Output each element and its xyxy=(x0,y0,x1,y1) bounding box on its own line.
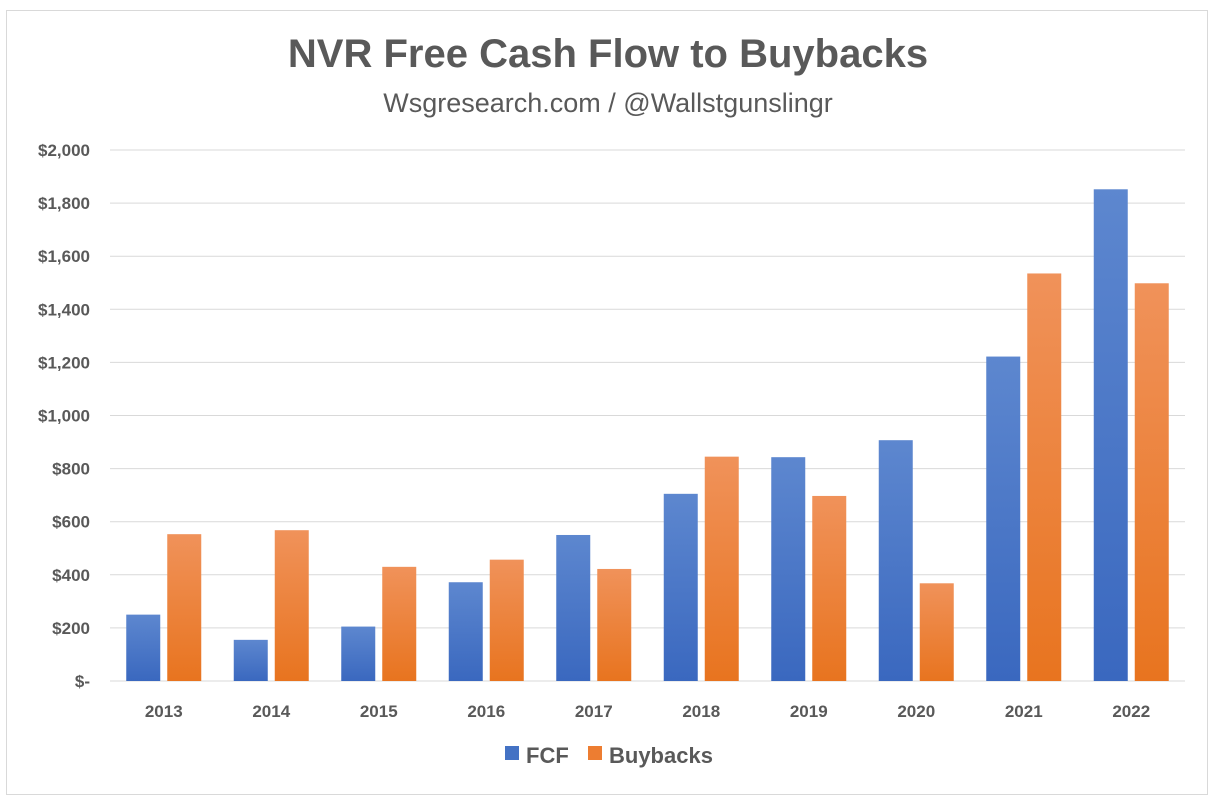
legend-swatch-buybacks xyxy=(588,746,602,760)
y-tick-label: $1,600 xyxy=(38,247,90,266)
y-tick-label: $- xyxy=(75,672,90,691)
bar-fcf-2013 xyxy=(126,614,161,681)
y-axis: $- $200 $400 $600 $800 $1,000 $1,200 $1,400 $1,6… xyxy=(38,141,90,691)
chart-title: NVR Free Cash Flow to Buybacks xyxy=(287,32,929,76)
legend-label-buybacks: Buybacks xyxy=(609,743,713,768)
x-axis: 2013 2014 2015 2016 2017 2018 2019 2020 2021 2022 xyxy=(145,702,1150,721)
bar-buybacks-2014 xyxy=(274,530,309,681)
bar-fcf-2021 xyxy=(986,356,1021,681)
x-tick-label: 2015 xyxy=(360,702,398,721)
x-tick-label: 2020 xyxy=(897,702,935,721)
bar-fcf-2015 xyxy=(341,626,376,681)
bar-buybacks-2017 xyxy=(597,568,632,681)
x-tick-label: 2019 xyxy=(790,702,828,721)
y-tick-label: $2,000 xyxy=(38,141,90,160)
bars xyxy=(126,189,1169,681)
legend: FCF Buybacks xyxy=(505,743,713,768)
bar-fcf-2016 xyxy=(448,582,483,681)
x-tick-label: 2016 xyxy=(467,702,505,721)
bar-buybacks-2018 xyxy=(704,456,739,681)
x-tick-label: 2014 xyxy=(252,702,290,721)
bar-fcf-2018 xyxy=(663,493,698,681)
x-tick-label: 2021 xyxy=(1005,702,1043,721)
legend-swatch-fcf xyxy=(505,746,519,760)
bar-buybacks-2019 xyxy=(812,495,847,681)
x-tick-label: 2022 xyxy=(1112,702,1150,721)
y-tick-label: $1,000 xyxy=(38,407,90,426)
y-tick-label: $400 xyxy=(52,566,90,585)
bar-fcf-2014 xyxy=(233,639,268,681)
y-tick-label: $600 xyxy=(52,513,90,532)
y-tick-label: $800 xyxy=(52,460,90,479)
y-tick-label: $200 xyxy=(52,619,90,638)
y-tick-label: $1,200 xyxy=(38,353,90,372)
gridlines xyxy=(110,149,1185,682)
x-tick-label: 2018 xyxy=(682,702,720,721)
x-tick-label: 2017 xyxy=(575,702,613,721)
bar-buybacks-2015 xyxy=(382,566,417,681)
legend-label-fcf: FCF xyxy=(526,743,569,768)
bar-fcf-2017 xyxy=(556,534,591,681)
bar-buybacks-2021 xyxy=(1027,273,1062,681)
bar-buybacks-2022 xyxy=(1134,283,1169,681)
bar-fcf-2022 xyxy=(1093,189,1128,681)
y-tick-label: $1,800 xyxy=(38,194,90,213)
bar-buybacks-2013 xyxy=(167,534,202,681)
bar-buybacks-2016 xyxy=(489,559,524,681)
x-tick-label: 2013 xyxy=(145,702,183,721)
bar-fcf-2019 xyxy=(771,457,806,681)
y-tick-label: $1,400 xyxy=(38,300,90,319)
bar-fcf-2020 xyxy=(878,440,913,681)
bar-buybacks-2020 xyxy=(919,583,954,681)
chart-subtitle: Wsgresearch.com / @Wallstgunslingr xyxy=(383,88,833,118)
